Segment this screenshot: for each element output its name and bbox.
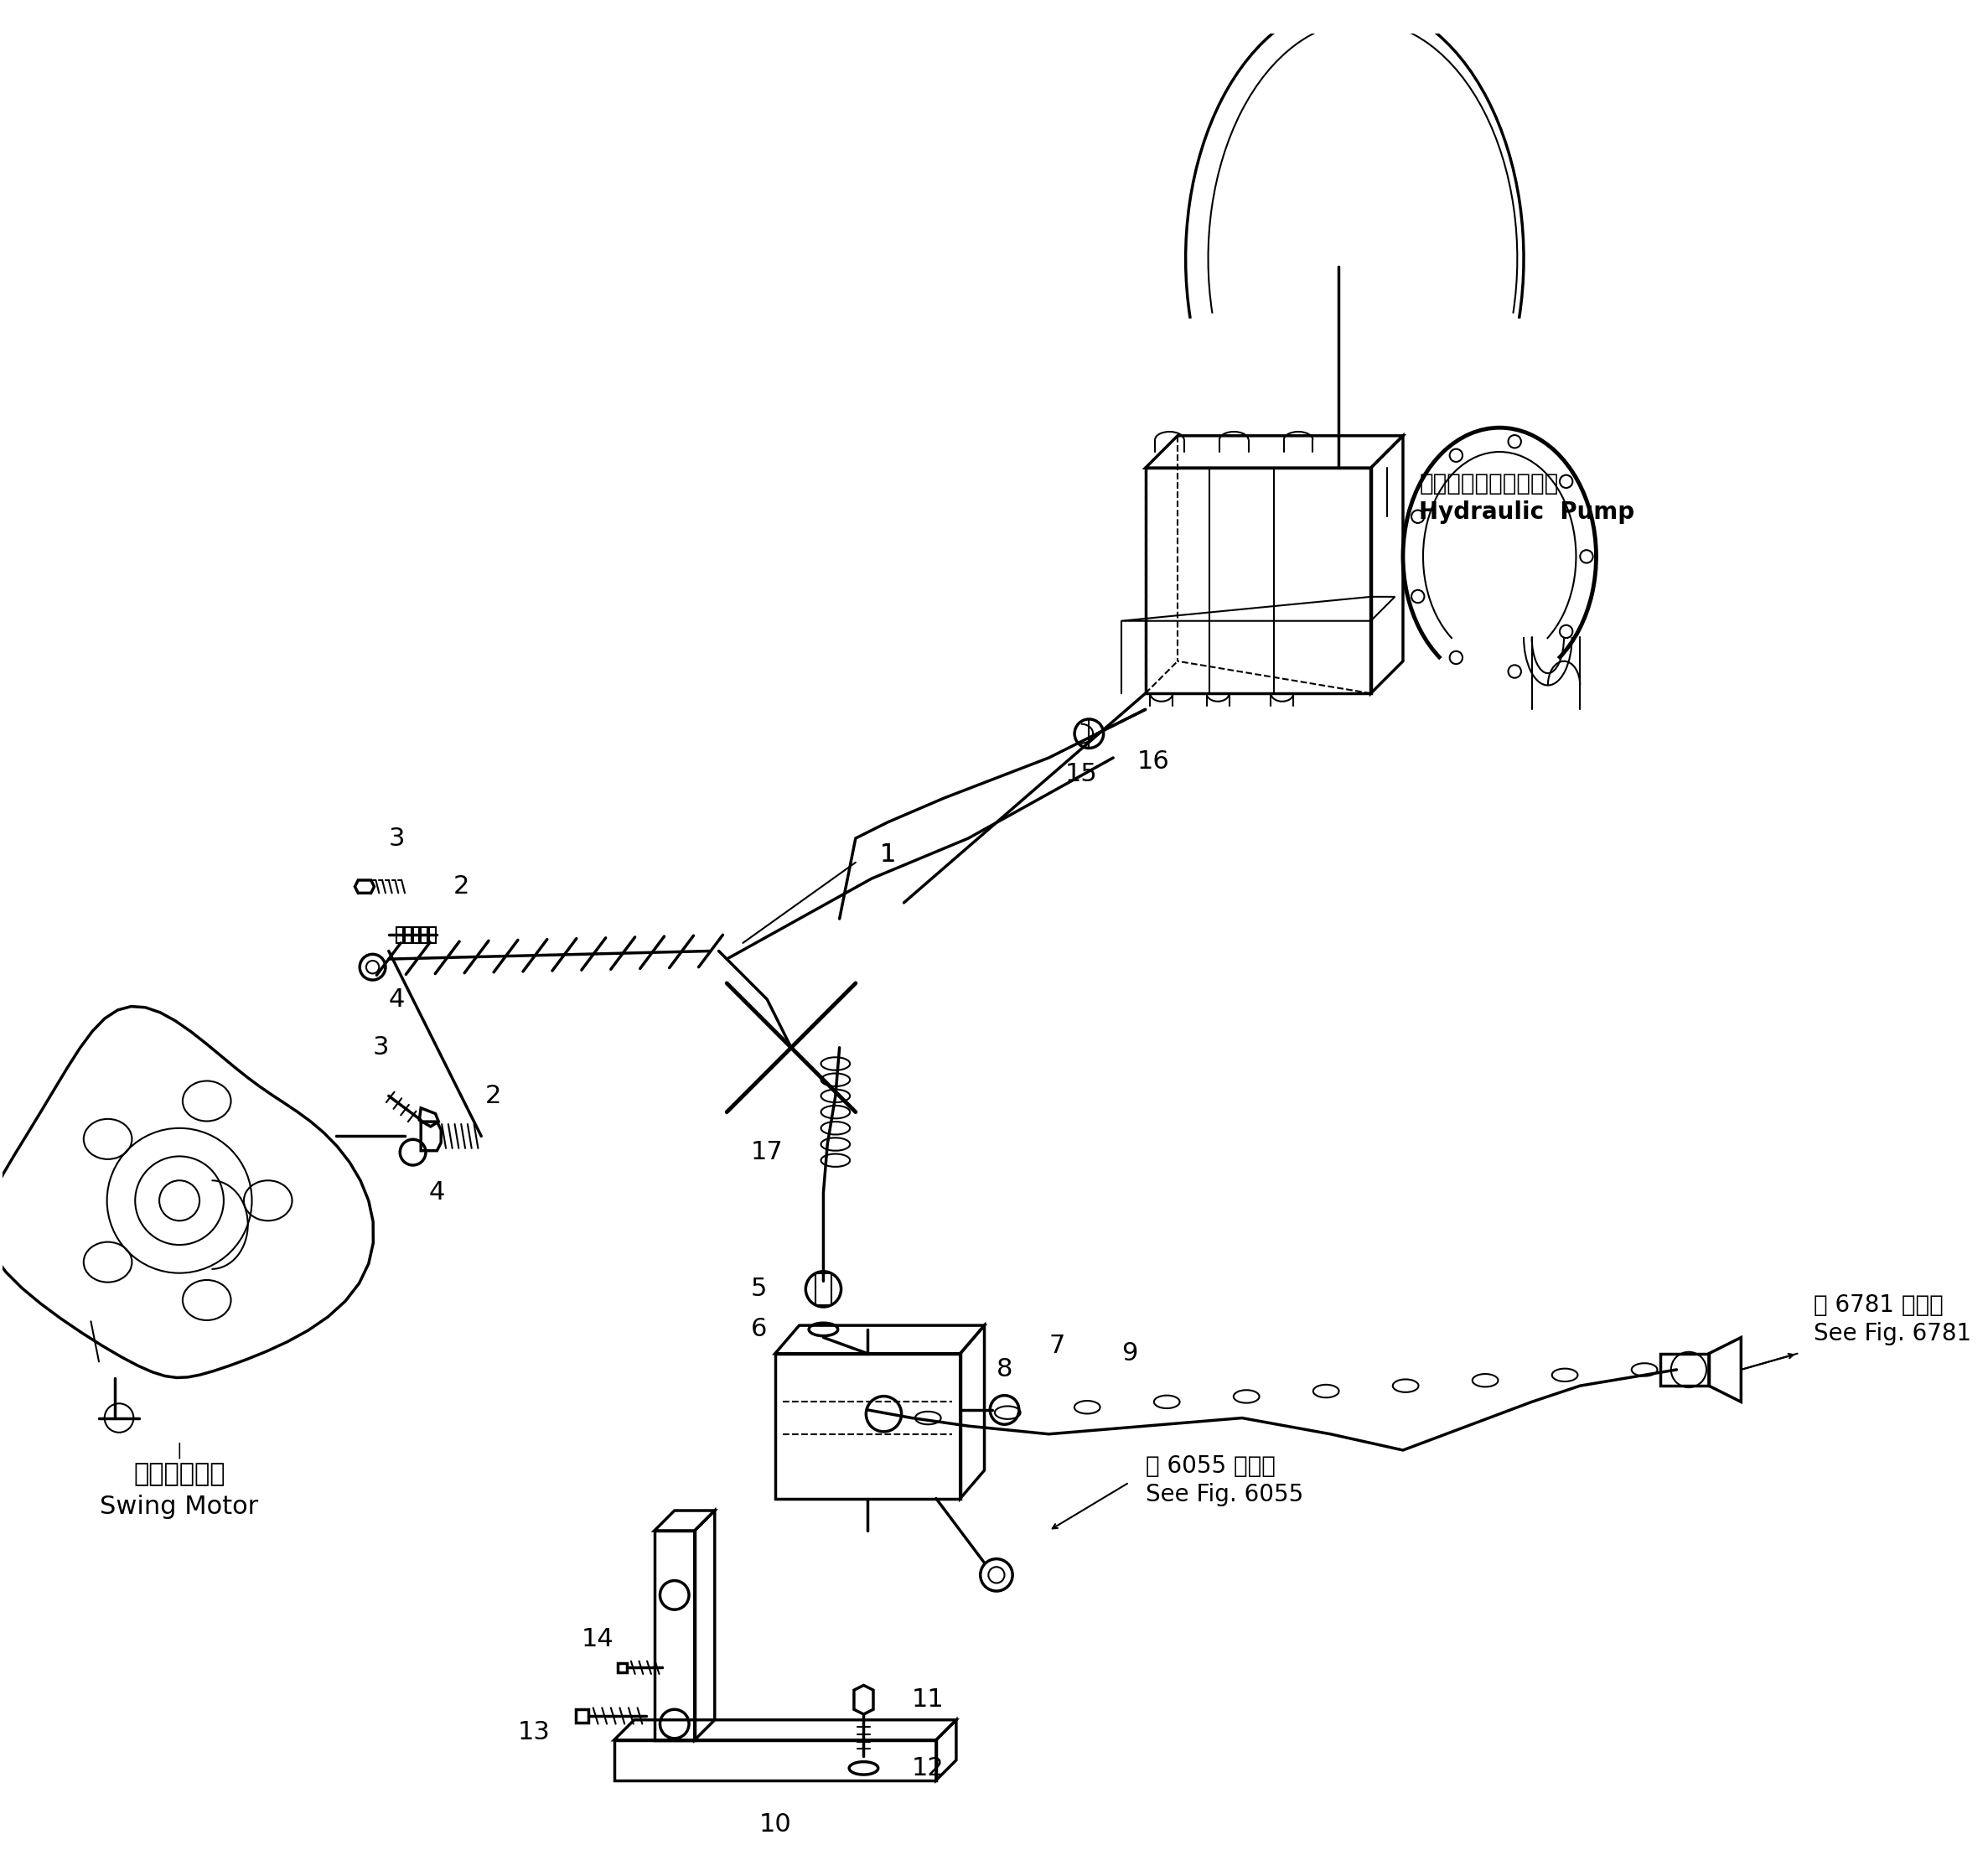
- Text: 1: 1: [879, 842, 897, 866]
- Text: 6: 6: [751, 1317, 767, 1342]
- Text: 第 6781 図参照: 第 6781 図参照: [1813, 1293, 1942, 1317]
- Text: 3: 3: [388, 827, 406, 851]
- Text: 3: 3: [372, 1035, 390, 1059]
- Text: 11: 11: [912, 1688, 944, 1712]
- Text: 14: 14: [582, 1628, 614, 1652]
- Text: 8: 8: [996, 1358, 1012, 1383]
- Text: 13: 13: [517, 1719, 551, 1744]
- Text: 2: 2: [453, 874, 469, 898]
- Text: 12: 12: [912, 1757, 944, 1781]
- Text: 5: 5: [751, 1278, 767, 1302]
- Text: 16: 16: [1137, 750, 1169, 775]
- Text: |: |: [177, 1443, 183, 1458]
- Text: 4: 4: [429, 1181, 445, 1205]
- Text: ハイドロリックポンプ: ハイドロリックポンプ: [1419, 471, 1559, 496]
- Text: 1: 1: [879, 842, 897, 866]
- Text: Swing Motor: Swing Motor: [99, 1495, 258, 1519]
- Text: 2: 2: [485, 1083, 501, 1108]
- Text: 17: 17: [751, 1139, 783, 1164]
- Text: 10: 10: [759, 1813, 791, 1837]
- Text: 9: 9: [1121, 1342, 1137, 1366]
- Text: 4: 4: [388, 988, 406, 1012]
- Text: 7: 7: [1050, 1334, 1066, 1358]
- Text: See Fig. 6781: See Fig. 6781: [1813, 1321, 1972, 1345]
- Text: 第 6055 図参照: 第 6055 図参照: [1145, 1454, 1274, 1478]
- Text: 旋回　モータ: 旋回 モータ: [133, 1461, 225, 1486]
- Text: 15: 15: [1066, 761, 1097, 786]
- Text: See Fig. 6055: See Fig. 6055: [1145, 1482, 1304, 1506]
- Text: Hydraulic  Pump: Hydraulic Pump: [1419, 500, 1634, 524]
